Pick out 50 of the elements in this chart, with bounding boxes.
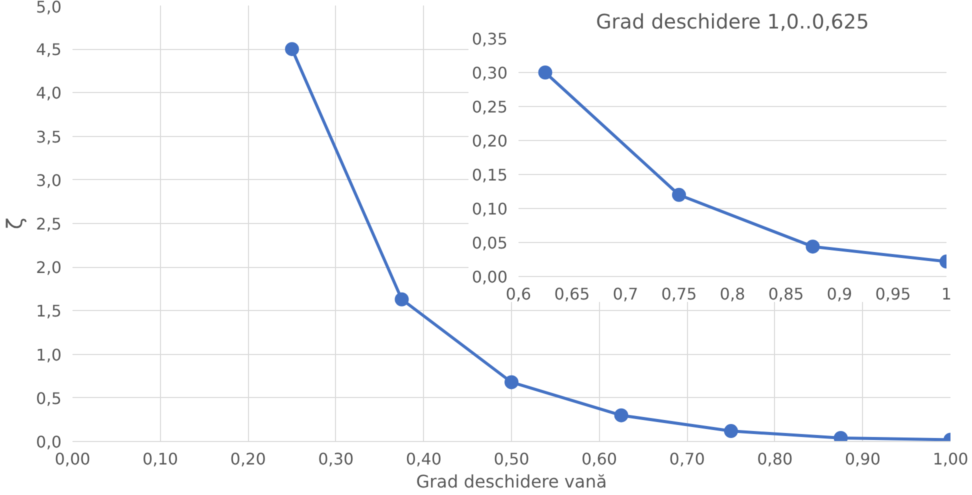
- y-tick-label: 4,5: [36, 40, 62, 60]
- y-tick-label: 0,00: [472, 268, 508, 286]
- y-tick-label: 0,25: [472, 98, 508, 116]
- x-axis-title: Grad deschidere vană: [416, 472, 607, 492]
- x-tick-label: 1: [941, 284, 952, 304]
- x-tick-label: 1,00: [932, 450, 968, 468]
- y-tick-label: 0,15: [472, 166, 508, 184]
- point: [614, 408, 628, 422]
- y-tick-label: 1,5: [36, 302, 62, 321]
- y-axis-title: ζ: [3, 218, 28, 230]
- y-tick-label: 0,30: [472, 64, 508, 82]
- point: [285, 42, 299, 56]
- x-tick-label: 0,50: [494, 450, 530, 468]
- y-tick-label: 2,0: [36, 258, 62, 278]
- x-tick-label: 0,95: [875, 284, 911, 304]
- x-tick-label: 0,75: [661, 284, 697, 304]
- y-tick-label: 1,0: [36, 345, 62, 364]
- x-tick-label: 0,9: [826, 284, 852, 304]
- x-tick-label: 0,85: [768, 284, 804, 304]
- y-tick-label: 2,5: [36, 214, 62, 234]
- y-tick-label: 0,5: [36, 388, 62, 408]
- chart-title: Grad deschidere 1,0..0,625: [596, 10, 869, 34]
- x-tick-label: 0,80: [757, 450, 793, 468]
- y-tick-label: 0,0: [36, 432, 62, 452]
- x-tick-label: 0,7: [612, 284, 638, 304]
- x-tick-label: 0,60: [581, 450, 618, 468]
- x-tick-label: 0,90: [844, 450, 881, 468]
- y-tick-label: 3,5: [36, 127, 62, 146]
- point: [672, 188, 686, 202]
- y-tick-label: 4,0: [36, 84, 62, 103]
- x-tick-label: 0,6: [506, 284, 532, 304]
- x-tick-label: 0,40: [406, 450, 442, 468]
- y-tick-label: 3,0: [36, 170, 62, 190]
- y-tick-label: 0,10: [472, 200, 508, 218]
- point: [538, 66, 552, 80]
- x-tick-label: 0,30: [318, 450, 354, 468]
- point: [724, 424, 738, 438]
- x-tick-label: 0,8: [720, 284, 746, 304]
- point: [504, 375, 518, 390]
- x-tick-label: 0,70: [669, 450, 705, 468]
- y-tick-label: 0,05: [472, 234, 508, 252]
- y-tick-label: 0,20: [472, 132, 508, 150]
- point: [394, 292, 409, 306]
- y-tick-label: 0,35: [472, 30, 508, 48]
- x-tick-label: 0,10: [142, 450, 178, 468]
- point: [806, 240, 820, 254]
- y-tick-label: 5,0: [36, 0, 62, 16]
- x-tick-label: 0,00: [54, 450, 90, 468]
- x-tick-label: 0,65: [554, 284, 590, 304]
- x-tick-label: 0,20: [230, 450, 266, 468]
